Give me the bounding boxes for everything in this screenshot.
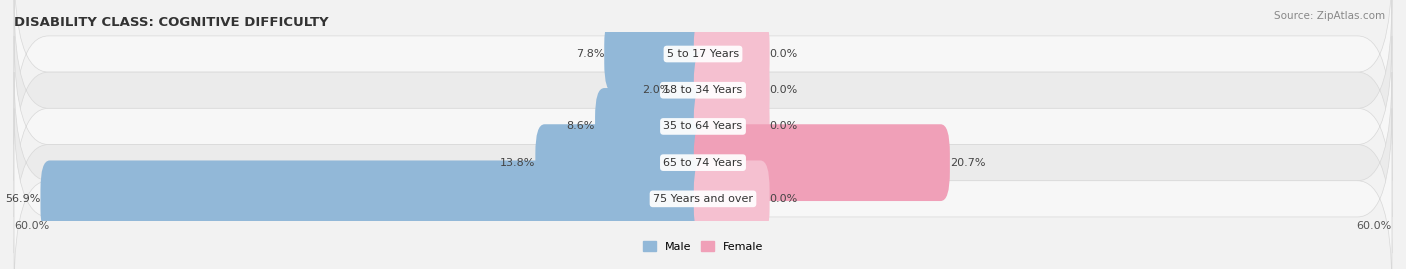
- FancyBboxPatch shape: [536, 124, 713, 201]
- FancyBboxPatch shape: [605, 16, 713, 92]
- FancyBboxPatch shape: [14, 0, 1392, 181]
- Text: 0.0%: 0.0%: [769, 121, 797, 132]
- Text: 7.8%: 7.8%: [575, 49, 605, 59]
- Text: 0.0%: 0.0%: [769, 85, 797, 95]
- Text: 20.7%: 20.7%: [950, 158, 986, 168]
- FancyBboxPatch shape: [693, 88, 769, 165]
- FancyBboxPatch shape: [14, 108, 1392, 269]
- FancyBboxPatch shape: [14, 0, 1392, 144]
- Text: 2.0%: 2.0%: [643, 85, 671, 95]
- FancyBboxPatch shape: [693, 161, 769, 237]
- Text: 65 to 74 Years: 65 to 74 Years: [664, 158, 742, 168]
- FancyBboxPatch shape: [693, 124, 950, 201]
- FancyBboxPatch shape: [14, 36, 1392, 217]
- Text: 60.0%: 60.0%: [14, 221, 49, 231]
- FancyBboxPatch shape: [595, 88, 713, 165]
- Text: Source: ZipAtlas.com: Source: ZipAtlas.com: [1274, 11, 1385, 21]
- Text: 8.6%: 8.6%: [567, 121, 595, 132]
- Text: 56.9%: 56.9%: [6, 194, 41, 204]
- Text: 75 Years and over: 75 Years and over: [652, 194, 754, 204]
- Text: DISABILITY CLASS: COGNITIVE DIFFICULTY: DISABILITY CLASS: COGNITIVE DIFFICULTY: [14, 16, 329, 29]
- Text: 0.0%: 0.0%: [769, 49, 797, 59]
- FancyBboxPatch shape: [693, 52, 769, 129]
- Text: 18 to 34 Years: 18 to 34 Years: [664, 85, 742, 95]
- Legend: Male, Female: Male, Female: [638, 237, 768, 256]
- FancyBboxPatch shape: [41, 161, 713, 237]
- Text: 35 to 64 Years: 35 to 64 Years: [664, 121, 742, 132]
- FancyBboxPatch shape: [671, 52, 713, 129]
- Text: 5 to 17 Years: 5 to 17 Years: [666, 49, 740, 59]
- FancyBboxPatch shape: [14, 72, 1392, 253]
- Text: 13.8%: 13.8%: [501, 158, 536, 168]
- FancyBboxPatch shape: [693, 16, 769, 92]
- Text: 60.0%: 60.0%: [1357, 221, 1392, 231]
- Text: 0.0%: 0.0%: [769, 194, 797, 204]
